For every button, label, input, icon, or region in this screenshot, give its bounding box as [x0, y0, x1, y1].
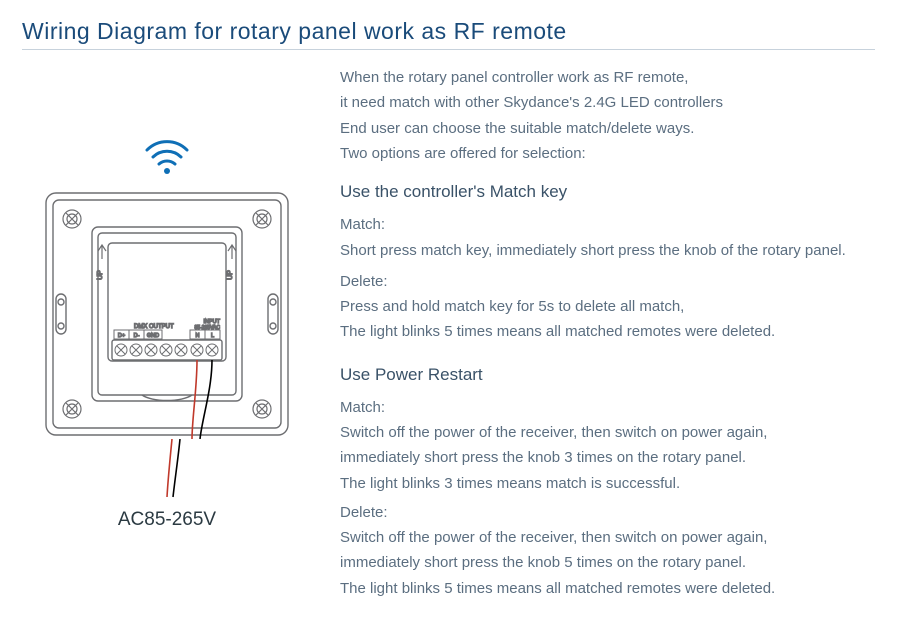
match-text: immediately short press the knob 3 times…	[340, 446, 875, 469]
device-diagram: UP UP DMX OUTPUT INPUT 85-265VAC	[42, 189, 292, 439]
page-title: Wiring Diagram for rotary panel work as …	[22, 18, 875, 45]
svg-text:GND: GND	[147, 333, 159, 339]
delete-text: The light blinks 5 times means all match…	[340, 320, 875, 343]
wifi-icon	[141, 136, 193, 181]
delete-text: The light blinks 5 times means all match…	[340, 577, 875, 600]
intro-line: End user can choose the suitable match/d…	[340, 117, 875, 140]
match-text: Short press match key, immediately short…	[340, 239, 875, 262]
intro-line: When the rotary panel controller work as…	[340, 66, 875, 89]
delete-label: Delete:	[340, 501, 875, 524]
title-underline	[22, 49, 875, 50]
text-column: When the rotary panel controller work as…	[340, 66, 875, 602]
svg-text:UP: UP	[227, 270, 234, 280]
section-heading-match-key: Use the controller's Match key	[340, 179, 875, 205]
section-heading-power-restart: Use Power Restart	[340, 362, 875, 388]
match-label: Match:	[340, 396, 875, 419]
svg-text:N: N	[196, 333, 200, 339]
diagram-column: UP UP DMX OUTPUT INPUT 85-265VAC	[22, 66, 312, 531]
delete-label: Delete:	[340, 270, 875, 293]
svg-text:DMX OUTPUT: DMX OUTPUT	[134, 324, 174, 330]
delete-text: immediately short press the knob 5 times…	[340, 551, 875, 574]
match-text: Switch off the power of the receiver, th…	[340, 421, 875, 444]
svg-text:UP: UP	[97, 270, 104, 280]
delete-text: Switch off the power of the receiver, th…	[340, 526, 875, 549]
svg-text:L: L	[211, 333, 214, 339]
voltage-label: AC85-265V	[118, 509, 216, 531]
delete-text: Press and hold match key for 5s to delet…	[340, 295, 875, 318]
match-label: Match:	[340, 213, 875, 236]
svg-text:D+: D+	[118, 333, 125, 339]
intro-line: it need match with other Skydance's 2.4G…	[340, 91, 875, 114]
match-text: The light blinks 3 times means match is …	[340, 472, 875, 495]
wire-extension	[22, 439, 312, 509]
svg-text:D-: D-	[134, 333, 140, 339]
intro-line: Two options are offered for selection:	[340, 142, 875, 165]
